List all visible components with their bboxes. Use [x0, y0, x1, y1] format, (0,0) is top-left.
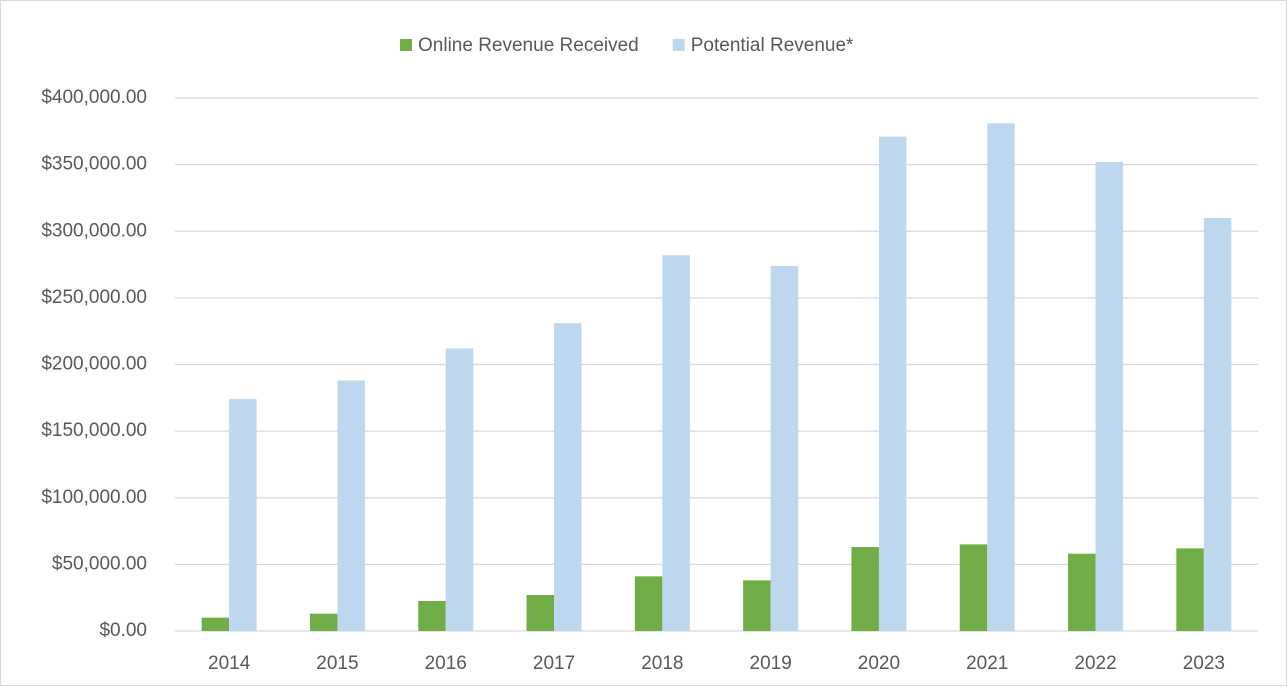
legend-label: Online Revenue Received	[418, 35, 639, 56]
y-tick-label: $250,000.00	[41, 287, 147, 308]
bar	[634, 576, 663, 631]
x-tick-label: 2020	[858, 653, 900, 674]
x-tick-label: 2021	[966, 653, 1008, 674]
y-tick-label: $100,000.00	[41, 487, 147, 508]
y-tick-label: $350,000.00	[41, 154, 147, 175]
x-tick-label: 2014	[208, 653, 251, 674]
legend-label: Potential Revenue*	[691, 35, 854, 56]
bar	[959, 544, 988, 631]
bar	[1203, 217, 1232, 632]
bar	[229, 399, 257, 631]
bar	[445, 348, 474, 631]
bar	[1095, 161, 1124, 631]
bar	[309, 613, 338, 631]
bar	[770, 265, 799, 631]
bar	[743, 580, 771, 631]
bar	[337, 380, 365, 631]
y-tick-label: $200,000.00	[41, 354, 147, 375]
bar	[1176, 548, 1204, 631]
bar	[1068, 553, 1096, 631]
bar	[554, 323, 582, 631]
x-tick-label: 2022	[1074, 653, 1116, 674]
bar	[418, 601, 446, 631]
x-tick-label: 2019	[750, 653, 792, 674]
y-tick-label: $400,000.00	[41, 87, 147, 108]
bar	[526, 595, 555, 631]
bar	[201, 617, 230, 631]
x-tick-label: 2018	[641, 653, 683, 674]
bar	[851, 547, 879, 631]
x-tick-label: 2017	[533, 653, 575, 674]
x-tick-label: 2016	[425, 653, 467, 674]
y-tick-label: $300,000.00	[41, 220, 147, 241]
x-tick-label: 2023	[1183, 653, 1225, 674]
legend-swatch	[672, 39, 685, 51]
legend-swatch	[400, 39, 412, 51]
bar	[878, 136, 907, 631]
bar	[662, 255, 690, 632]
x-tick-label: 2015	[316, 653, 358, 674]
y-tick-label: $50,000.00	[52, 553, 147, 574]
y-tick-label: $150,000.00	[41, 420, 147, 441]
y-tick-label: $0.00	[99, 620, 147, 641]
bar	[987, 123, 1015, 631]
